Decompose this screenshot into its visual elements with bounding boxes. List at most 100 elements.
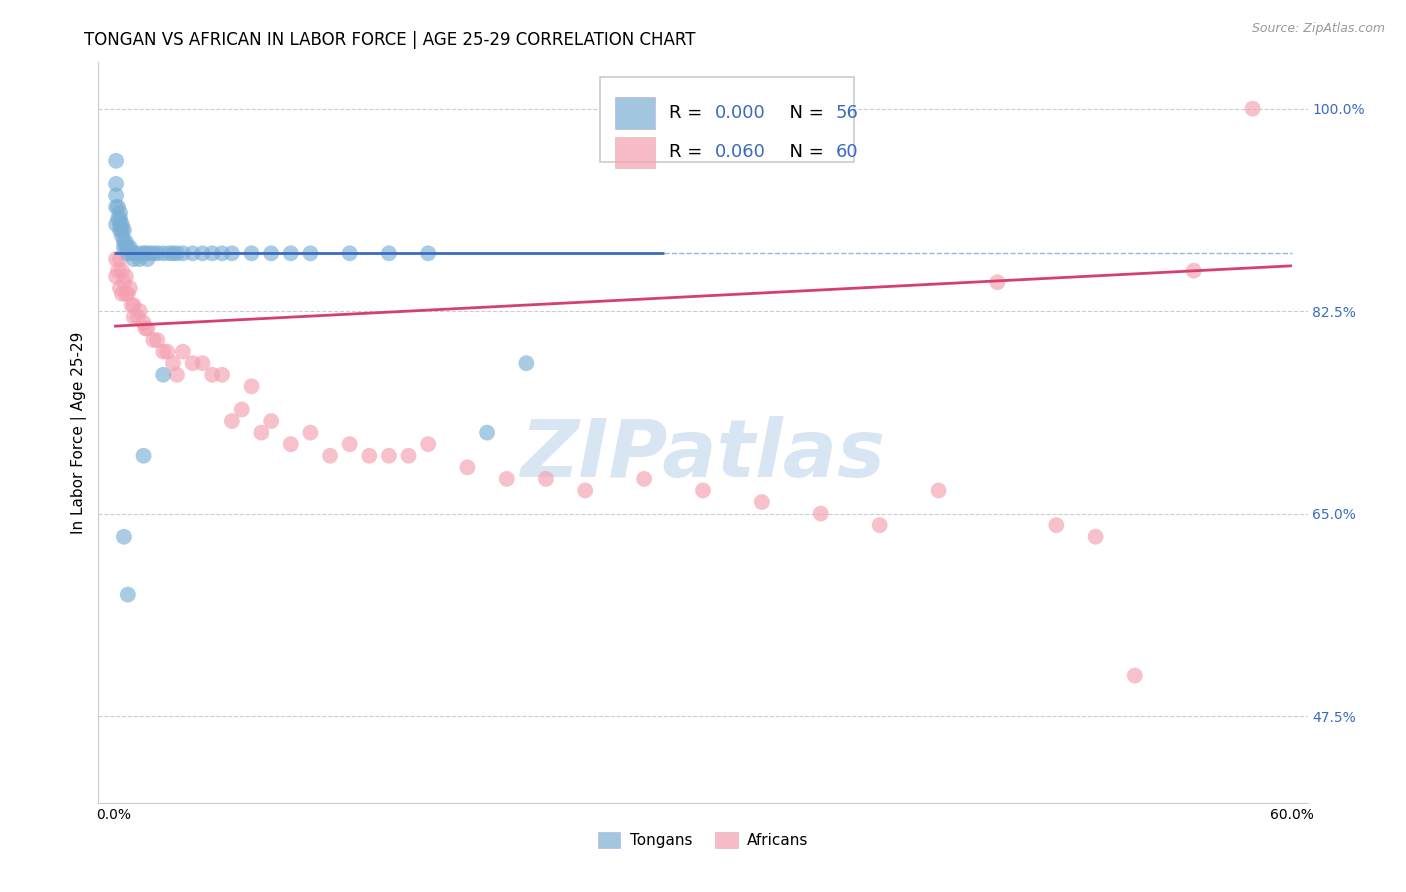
Point	[418, 246, 440, 260]
Point	[122, 310, 145, 324]
Point	[117, 588, 139, 602]
Point	[146, 246, 169, 260]
Point	[162, 246, 184, 260]
Point	[135, 321, 157, 335]
Point	[108, 223, 131, 237]
Text: Source: ZipAtlas.com: Source: ZipAtlas.com	[1251, 22, 1385, 36]
Point	[111, 223, 134, 237]
Point	[122, 246, 145, 260]
Point	[299, 246, 322, 260]
Text: 0.000: 0.000	[716, 104, 766, 122]
Point	[107, 200, 129, 214]
Point	[105, 177, 128, 191]
Point	[128, 252, 150, 266]
Point	[105, 269, 128, 284]
Point	[339, 246, 361, 260]
Point	[128, 304, 150, 318]
Point	[211, 246, 233, 260]
Point	[122, 298, 145, 312]
Point	[132, 316, 155, 330]
Point	[398, 449, 420, 463]
FancyBboxPatch shape	[614, 97, 655, 128]
Point	[157, 246, 180, 260]
Point	[751, 495, 773, 509]
Point	[172, 344, 194, 359]
Point	[108, 252, 131, 266]
Point	[115, 286, 138, 301]
Point	[108, 211, 131, 226]
Point	[108, 206, 131, 220]
Legend: Tongans, Africans: Tongans, Africans	[592, 826, 814, 855]
Point	[378, 246, 401, 260]
Point	[111, 263, 134, 277]
Point	[250, 425, 273, 440]
Point	[240, 379, 263, 393]
Point	[127, 310, 149, 324]
Text: 0.060: 0.060	[716, 144, 766, 161]
Point	[166, 246, 188, 260]
Point	[869, 518, 891, 533]
Point	[260, 246, 283, 260]
Point	[240, 246, 263, 260]
Point	[162, 356, 184, 370]
Point	[181, 356, 204, 370]
Point	[191, 356, 214, 370]
Point	[692, 483, 714, 498]
Point	[201, 368, 224, 382]
Point	[201, 246, 224, 260]
Point	[121, 246, 143, 260]
Point	[142, 246, 165, 260]
Point	[339, 437, 361, 451]
Point	[475, 425, 498, 440]
Point	[172, 246, 194, 260]
Point	[118, 240, 141, 254]
Point	[156, 344, 179, 359]
Point	[111, 286, 134, 301]
Point	[231, 402, 253, 417]
Point	[928, 483, 950, 498]
Y-axis label: In Labor Force | Age 25-29: In Labor Force | Age 25-29	[72, 332, 87, 533]
Point	[111, 218, 134, 232]
Point	[121, 298, 143, 312]
Point	[111, 229, 134, 244]
Point	[117, 286, 139, 301]
Point	[105, 218, 128, 232]
Text: 60: 60	[837, 144, 859, 161]
Point	[112, 530, 135, 544]
Point	[112, 275, 135, 289]
FancyBboxPatch shape	[600, 78, 855, 162]
Point	[152, 368, 174, 382]
Point	[280, 437, 302, 451]
Point	[221, 414, 243, 428]
Point	[456, 460, 478, 475]
Point	[112, 235, 135, 249]
Point	[633, 472, 655, 486]
Point	[107, 211, 129, 226]
Point	[108, 281, 131, 295]
Point	[515, 356, 537, 370]
Point	[112, 223, 135, 237]
Point	[136, 321, 159, 335]
Text: N =: N =	[778, 104, 830, 122]
Point	[319, 449, 342, 463]
Point	[299, 425, 322, 440]
Text: ZIPatlas: ZIPatlas	[520, 416, 886, 494]
Text: R =: R =	[669, 144, 709, 161]
Point	[105, 188, 128, 202]
Point	[127, 246, 149, 260]
Point	[105, 153, 128, 168]
Point	[495, 472, 517, 486]
Point	[112, 240, 135, 254]
Point	[135, 246, 157, 260]
Point	[105, 200, 128, 214]
Point	[152, 246, 174, 260]
Point	[108, 218, 131, 232]
Point	[574, 483, 596, 498]
Point	[117, 240, 139, 254]
Point	[1123, 668, 1146, 682]
Point	[280, 246, 302, 260]
Text: 56: 56	[837, 104, 859, 122]
Point	[1182, 263, 1205, 277]
Point	[1045, 518, 1067, 533]
Point	[107, 263, 129, 277]
